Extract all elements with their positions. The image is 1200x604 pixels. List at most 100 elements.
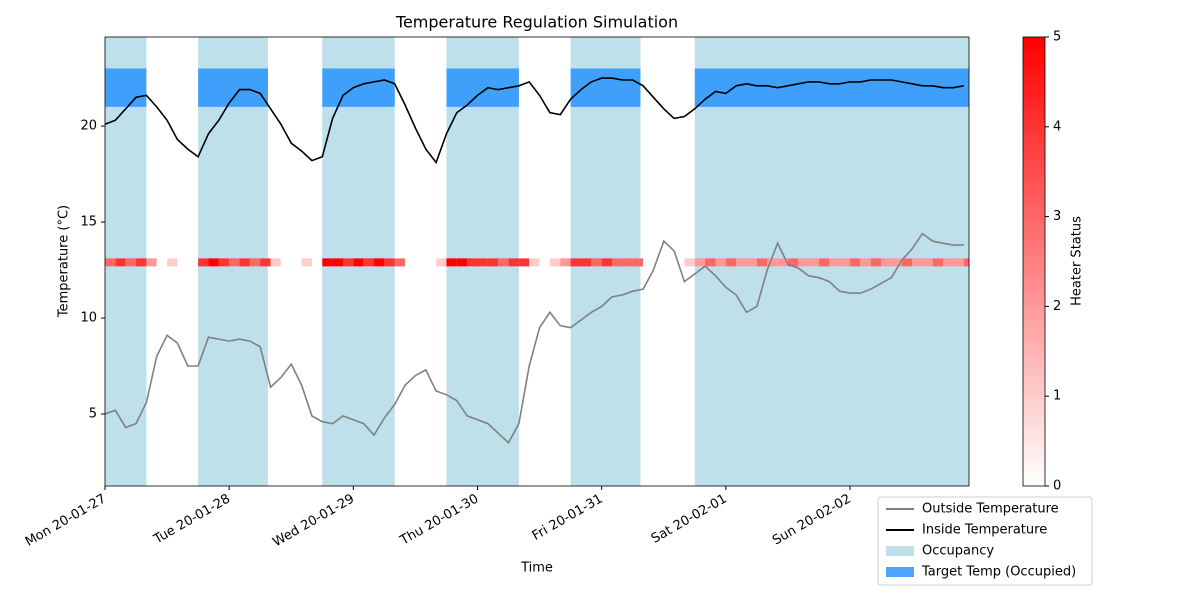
heater-mark [580, 258, 592, 267]
heater-mark [818, 258, 830, 267]
heater-mark [332, 258, 343, 267]
heater-mark [229, 258, 240, 267]
target-band [570, 68, 641, 107]
x-tick-label: Sun 20-02-02 [770, 492, 854, 549]
heater-mark [912, 258, 923, 267]
heater-mark [208, 258, 219, 267]
heater-mark [518, 258, 530, 267]
heater-mark [249, 258, 261, 267]
heater-mark [881, 258, 892, 267]
heater-mark [694, 258, 706, 267]
heater-mark [301, 258, 312, 267]
heater-mark [498, 258, 509, 267]
heater-mark [549, 258, 561, 267]
target-band [694, 68, 969, 107]
heater-mark [808, 258, 819, 267]
colorbar-tick-label: 0 [1053, 479, 1061, 494]
heater-mark [860, 258, 871, 267]
heater-mark [353, 258, 364, 267]
x-tick-label: Sat 20-02-01 [649, 492, 730, 547]
heater-mark [280, 258, 292, 267]
axes-frame [104, 36, 970, 487]
heater-mark [839, 258, 851, 267]
heater-mark [963, 258, 969, 267]
heater-mark [953, 258, 964, 267]
x-tick-label: Fri 20-01-31 [530, 492, 606, 544]
heater-mark [405, 258, 416, 267]
heater-mark [425, 258, 437, 267]
heater-mark [105, 258, 116, 267]
heater-mark [311, 258, 323, 267]
target-band [322, 68, 395, 107]
heater-mark [260, 258, 271, 267]
target-band [105, 68, 147, 107]
heater-mark [591, 258, 602, 267]
heater-mark [136, 258, 147, 267]
heater-mark [415, 258, 426, 267]
x-tick-label: Wed 20-01-29 [270, 492, 357, 551]
series-line [104, 77, 964, 165]
heater-mark [291, 258, 302, 267]
heater-mark [756, 258, 768, 267]
legend-label: Occupancy [922, 544, 994, 559]
heater-mark [943, 258, 954, 267]
heater-mark [570, 258, 581, 267]
heater-mark [322, 258, 333, 267]
x-tick-label: Thu 20-01-30 [397, 492, 481, 549]
legend [877, 496, 1093, 586]
colorbar [1022, 36, 1046, 487]
y-tick-label: 15 [80, 215, 97, 230]
legend-swatch [886, 567, 914, 577]
y-axis-label: Temperature (°C) [57, 205, 72, 318]
legend-label: Outside Temperature [922, 502, 1059, 517]
heater-mark [922, 258, 933, 267]
heater-mark [363, 258, 375, 267]
heater-mark [177, 258, 188, 267]
legend-label: Target Temp (Occupied) [921, 565, 1076, 580]
heater-mark [901, 258, 913, 267]
heater-mark [487, 258, 499, 267]
heater-mark [446, 258, 457, 267]
heater-mark [622, 258, 633, 267]
heater-mark [798, 258, 809, 267]
colorbar-tick-label: 2 [1053, 299, 1061, 314]
heater-mark [508, 258, 519, 267]
y-tick-label: 5 [89, 407, 97, 422]
heater-mark [436, 258, 447, 267]
heater-mark [115, 258, 126, 267]
heater-mark [342, 258, 354, 267]
plot-area [104, 37, 969, 486]
heater-mark [653, 258, 664, 267]
heater-mark [456, 258, 468, 267]
heater-mark [932, 258, 944, 267]
colorbar-tick-label: 4 [1053, 119, 1061, 134]
heater-mark [218, 258, 230, 267]
heater-mark [529, 258, 540, 267]
heater-mark [736, 258, 747, 267]
heater-mark [767, 258, 778, 267]
heater-mark [560, 258, 571, 267]
y-tick-label: 10 [80, 311, 97, 326]
chart-title: Temperature Regulation Simulation [395, 13, 678, 32]
heater-mark [156, 258, 168, 267]
heater-mark [674, 258, 685, 267]
heater-mark [612, 258, 623, 267]
heater-mark [643, 258, 654, 267]
legend-swatch [886, 546, 914, 556]
colorbar-tick-label: 1 [1053, 389, 1061, 404]
heater-mark [467, 258, 478, 267]
heater-mark [167, 258, 178, 267]
heater-mark [125, 258, 137, 267]
legend-label: Inside Temperature [922, 523, 1047, 538]
heater-mark [705, 258, 716, 267]
heater-mark [187, 258, 199, 267]
heater-mark [270, 258, 281, 267]
y-tick-label: 20 [80, 119, 97, 134]
heater-mark [777, 258, 788, 267]
heater-mark [146, 258, 157, 267]
x-tick-label: Mon 20-01-27 [23, 492, 109, 550]
heater-mark [850, 258, 861, 267]
heater-mark [539, 258, 550, 267]
heater-mark [684, 258, 695, 267]
